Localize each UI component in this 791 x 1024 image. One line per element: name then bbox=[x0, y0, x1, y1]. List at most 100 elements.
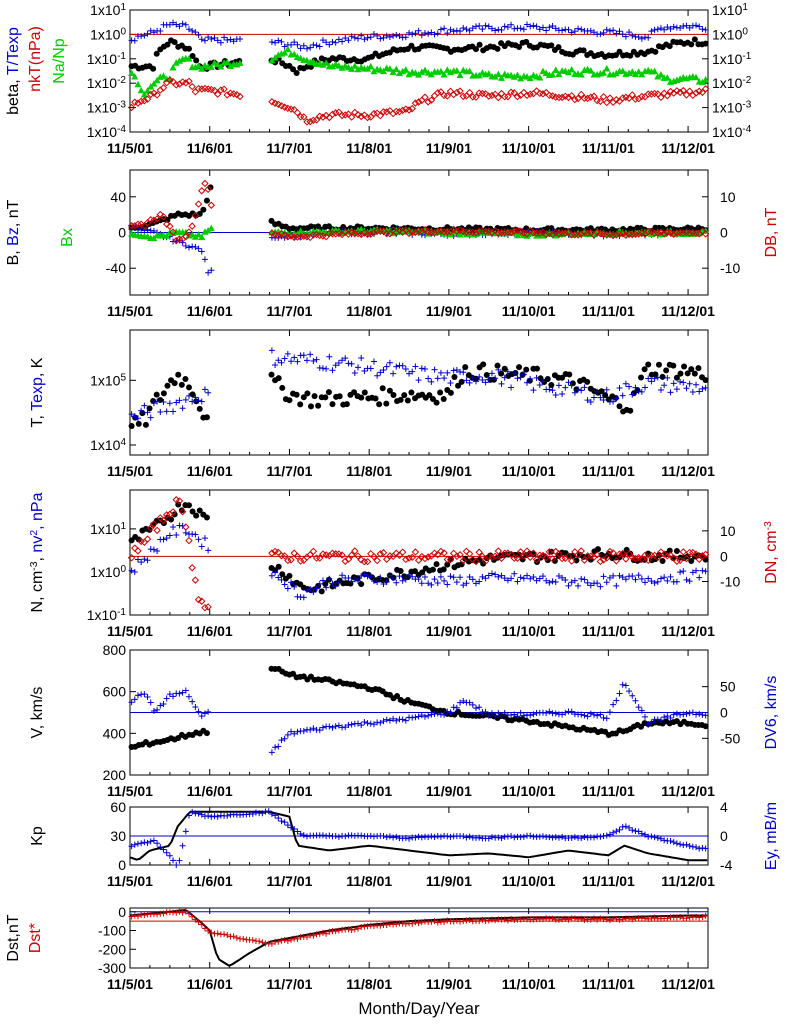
data-point bbox=[610, 829, 617, 836]
data-point bbox=[686, 24, 693, 31]
data-point bbox=[361, 571, 368, 578]
data-point bbox=[510, 73, 518, 80]
data-point bbox=[686, 843, 693, 850]
data-point bbox=[578, 575, 585, 582]
data-point bbox=[339, 38, 346, 45]
date-label: 11/9/01 bbox=[426, 140, 472, 156]
data-point bbox=[175, 497, 184, 505]
date-label: 11/12/01 bbox=[661, 623, 715, 639]
data-point bbox=[192, 243, 199, 250]
data-point bbox=[631, 554, 640, 563]
data-point bbox=[300, 352, 307, 359]
data-point bbox=[440, 395, 447, 402]
data-point bbox=[322, 111, 330, 120]
data-point bbox=[406, 835, 413, 842]
data-point bbox=[546, 24, 553, 31]
data-point bbox=[679, 86, 687, 95]
data-point bbox=[549, 22, 556, 29]
data-point bbox=[328, 230, 337, 238]
data-point bbox=[156, 210, 165, 219]
data-point bbox=[667, 838, 674, 845]
data-point bbox=[268, 39, 275, 46]
data-point bbox=[166, 691, 173, 698]
date-label: 11/7/01 bbox=[266, 303, 312, 319]
data-point bbox=[268, 572, 275, 579]
data-point bbox=[195, 245, 202, 252]
date-label: 11/12/01 bbox=[661, 140, 715, 156]
data-point bbox=[498, 572, 505, 579]
data-point bbox=[598, 388, 605, 395]
data-point bbox=[683, 841, 690, 848]
data-point bbox=[629, 573, 636, 580]
data-point bbox=[141, 402, 148, 409]
data-point bbox=[175, 371, 182, 378]
data-point bbox=[552, 66, 560, 74]
data-point bbox=[673, 578, 680, 585]
data-point bbox=[594, 916, 601, 923]
data-point bbox=[370, 67, 378, 75]
data-point bbox=[128, 913, 135, 920]
data-point bbox=[309, 231, 318, 239]
data-point bbox=[692, 89, 700, 97]
data-point bbox=[527, 712, 534, 719]
data-point bbox=[618, 549, 627, 558]
data-point bbox=[281, 937, 288, 944]
data-point bbox=[319, 724, 326, 731]
data-point bbox=[424, 553, 432, 561]
data-point bbox=[663, 552, 672, 560]
data-point bbox=[696, 23, 703, 30]
data-point bbox=[160, 536, 167, 543]
data-point bbox=[702, 384, 709, 391]
data-point bbox=[191, 576, 200, 584]
data-point bbox=[418, 32, 425, 39]
data-point bbox=[619, 392, 626, 399]
data-point bbox=[195, 231, 203, 238]
data-point bbox=[507, 228, 515, 237]
date-label: 11/6/01 bbox=[187, 623, 233, 639]
data-point bbox=[480, 560, 487, 567]
data-point bbox=[425, 375, 432, 382]
data-point bbox=[134, 415, 141, 422]
data-point bbox=[370, 721, 377, 728]
data-point bbox=[619, 916, 626, 923]
data-point bbox=[402, 835, 409, 842]
data-point bbox=[562, 577, 569, 584]
data-point bbox=[603, 98, 611, 107]
data-point bbox=[428, 711, 435, 718]
data-point bbox=[311, 393, 318, 400]
data-point bbox=[290, 50, 298, 58]
data-point bbox=[453, 917, 460, 924]
data-point bbox=[450, 918, 457, 925]
data-point bbox=[383, 579, 390, 586]
data-point bbox=[179, 689, 186, 696]
data-point bbox=[523, 547, 531, 555]
data-point bbox=[377, 369, 384, 376]
data-point bbox=[275, 743, 282, 750]
data-point bbox=[173, 909, 180, 916]
data-point bbox=[594, 388, 601, 395]
data-point bbox=[469, 918, 476, 925]
data-point bbox=[249, 810, 256, 817]
data-point bbox=[377, 719, 384, 726]
data-point bbox=[344, 230, 353, 238]
data-point bbox=[689, 389, 696, 396]
data-point bbox=[642, 915, 649, 922]
data-point bbox=[559, 27, 566, 34]
data-point bbox=[437, 26, 444, 33]
data-point bbox=[144, 409, 151, 416]
data-point bbox=[147, 414, 154, 421]
y-tick-label-left: 40 bbox=[110, 189, 126, 205]
data-point bbox=[492, 27, 499, 34]
data-point bbox=[153, 91, 161, 99]
data-point bbox=[236, 59, 244, 66]
data-point bbox=[488, 228, 496, 237]
data-point bbox=[657, 835, 664, 842]
data-point bbox=[414, 98, 423, 106]
data-point bbox=[307, 351, 314, 358]
data-point bbox=[281, 355, 288, 362]
data-point bbox=[386, 65, 394, 72]
data-point bbox=[473, 23, 480, 30]
data-point bbox=[626, 29, 633, 36]
data-point bbox=[374, 372, 381, 379]
data-point bbox=[702, 712, 709, 719]
